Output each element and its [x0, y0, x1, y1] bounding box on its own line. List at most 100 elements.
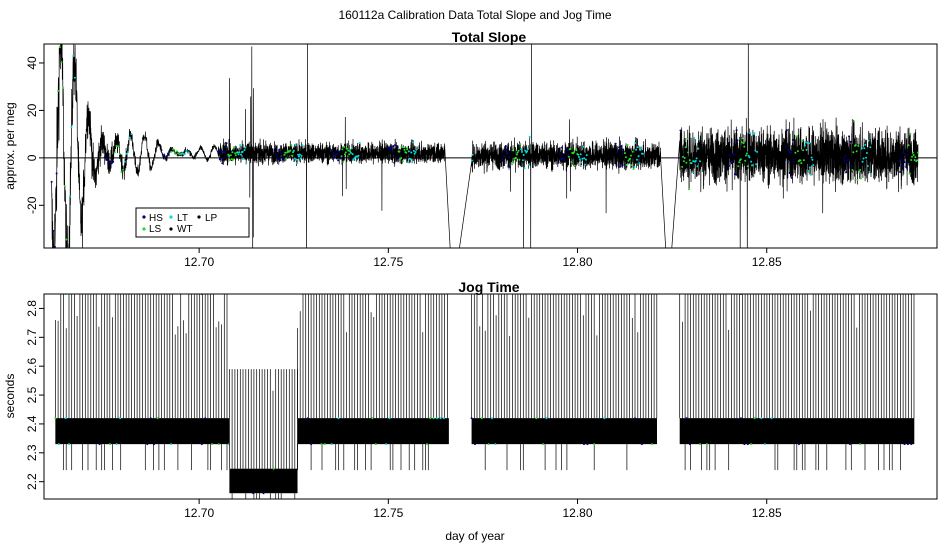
total-slope-point	[679, 129, 682, 132]
jog-time-point	[211, 443, 213, 446]
jog-time-point	[108, 443, 111, 446]
total-slope-point	[730, 141, 733, 144]
jog-time-point	[200, 443, 203, 446]
total-slope-point	[244, 146, 247, 149]
total-slope-point	[791, 138, 794, 141]
total-slope-point	[528, 135, 531, 138]
total-slope-point	[561, 146, 563, 149]
total-slope-point	[803, 144, 806, 147]
total-slope-point	[519, 143, 522, 146]
total-slope-point	[219, 152, 222, 155]
jog-time-point	[753, 417, 756, 420]
total-slope-point	[62, 86, 65, 89]
total-slope-point	[861, 160, 864, 163]
total-slope-point	[917, 151, 919, 154]
total-slope-point	[624, 156, 627, 159]
jog-time-point	[859, 443, 862, 446]
total-slope-point	[906, 154, 909, 157]
total-slope-point	[615, 164, 618, 167]
total-slope-point	[243, 149, 246, 151]
total-slope-point	[224, 150, 227, 153]
total-slope-point	[801, 140, 804, 143]
total-slope-point	[557, 161, 560, 164]
jog-time-point	[57, 443, 60, 446]
jog-time-point	[374, 443, 377, 446]
total-slope-point	[279, 159, 282, 162]
total-slope-point	[175, 150, 178, 153]
total-slope-point	[300, 154, 303, 157]
total-slope-point	[632, 168, 635, 171]
total-slope-point	[401, 160, 404, 163]
total-slope-point	[282, 151, 285, 154]
jog-time-point	[603, 417, 606, 420]
total-slope-point	[903, 161, 906, 164]
total-slope-point	[527, 148, 529, 151]
total-slope-point	[406, 161, 409, 164]
total-slope-point	[697, 147, 700, 150]
total-slope-point	[391, 150, 394, 153]
jog-time-ytick-label: 2.8	[25, 300, 39, 317]
total-slope-point	[68, 195, 71, 198]
total-slope-point	[742, 142, 745, 145]
total-slope-xtick-label: 12.75	[373, 255, 403, 269]
total-slope-point	[331, 148, 334, 151]
legend-marker-lp	[197, 215, 201, 219]
total-slope-point	[690, 162, 693, 165]
total-slope-point	[501, 158, 504, 161]
jog-time-point	[583, 443, 585, 446]
total-slope-point	[274, 150, 277, 153]
total-slope-point	[340, 155, 343, 158]
total-slope-point	[683, 157, 686, 159]
total-slope-point	[110, 162, 113, 165]
total-slope-point	[614, 142, 617, 145]
total-slope-point	[785, 129, 788, 132]
total-slope-point	[744, 159, 747, 162]
total-slope-point	[341, 148, 344, 151]
total-slope-point	[411, 161, 414, 164]
jog-time-point	[432, 417, 435, 420]
jog-time-point	[64, 417, 67, 420]
total-slope-point	[339, 157, 342, 160]
total-slope-point	[509, 166, 512, 168]
jog-time-point	[310, 443, 313, 446]
total-slope-point	[217, 150, 220, 153]
total-slope-point	[182, 152, 185, 155]
total-slope-point	[629, 157, 632, 160]
total-slope-point	[503, 155, 506, 158]
total-slope-ylabel: approx. per meg	[3, 102, 17, 189]
total-slope-point	[58, 46, 61, 49]
jog-time-point	[388, 417, 391, 420]
total-slope-point	[173, 152, 176, 155]
total-slope-point	[699, 160, 701, 163]
total-slope-point	[630, 154, 632, 157]
jog-time-point	[763, 443, 766, 446]
total-slope-point	[735, 129, 738, 132]
legend: HS LS LT WT LP	[135, 207, 250, 238]
total-slope-point	[618, 165, 621, 168]
total-slope-point	[296, 162, 299, 165]
total-slope-point	[902, 165, 905, 168]
total-slope-point	[808, 166, 811, 169]
total-slope-ytick-label: 0	[25, 154, 39, 161]
total-slope-point	[221, 162, 224, 165]
total-slope-point	[231, 151, 234, 154]
total-slope-point	[349, 150, 351, 153]
jog-time-point	[272, 467, 275, 470]
total-slope-point	[332, 154, 335, 156]
jog-time-point	[149, 417, 152, 420]
total-slope-point	[283, 153, 286, 156]
total-slope-point	[682, 155, 684, 158]
total-slope-point	[218, 158, 221, 161]
total-slope-point	[108, 160, 111, 163]
total-slope-point	[575, 149, 578, 152]
total-slope-point	[290, 144, 293, 147]
total-slope-point	[862, 157, 865, 160]
total-slope-xtick-label: 12.85	[752, 255, 782, 269]
total-slope-point	[234, 154, 237, 157]
total-slope-point	[754, 149, 757, 152]
total-slope-point	[745, 154, 747, 157]
total-slope-point	[398, 150, 401, 153]
total-slope-point	[799, 159, 802, 162]
total-slope-point	[357, 154, 360, 157]
total-slope-point	[864, 143, 867, 146]
